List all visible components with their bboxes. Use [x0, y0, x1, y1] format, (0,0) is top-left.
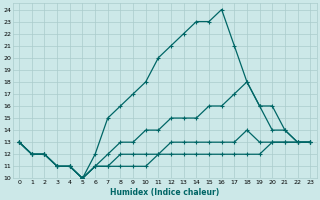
- X-axis label: Humidex (Indice chaleur): Humidex (Indice chaleur): [110, 188, 219, 197]
